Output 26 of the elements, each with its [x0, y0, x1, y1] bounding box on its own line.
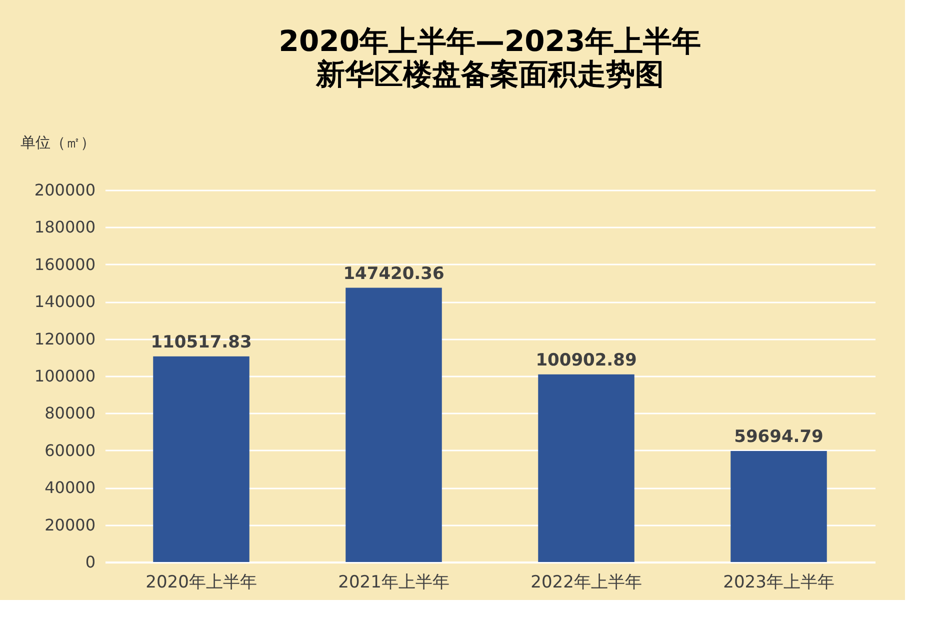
bar — [153, 356, 250, 562]
y-tick-label: 20000 — [44, 515, 96, 534]
y-tick-label: 200000 — [34, 180, 96, 200]
x-tick-label: 2021年上半年 — [338, 572, 450, 592]
data-label: 100902.89 — [536, 350, 637, 370]
y-axis-title: 单位（㎡） — [20, 134, 96, 152]
y-tick-label: 60000 — [44, 440, 96, 460]
x-tick-label: 2022年上半年 — [530, 572, 642, 592]
x-tick-label: 2023年上半年 — [723, 572, 834, 592]
bar — [538, 374, 634, 562]
data-label: 147420.36 — [343, 264, 444, 284]
y-tick-label: 180000 — [34, 218, 96, 237]
y-tick-label: 100000 — [34, 366, 96, 386]
x-tick-label: 2020年上半年 — [146, 572, 257, 592]
y-tick-label: 140000 — [34, 292, 96, 312]
chart-subtitle: 新华区楼盘备案面积走势图 — [315, 57, 664, 91]
data-label: 59694.79 — [734, 426, 824, 447]
y-tick-label: 0 — [85, 552, 96, 572]
chart-title: 2020年上半年—2023年上半年 — [278, 24, 702, 58]
y-tick-label: 40000 — [44, 478, 96, 498]
data-label: 110517.83 — [150, 332, 252, 352]
bar — [346, 288, 442, 562]
bar — [730, 450, 827, 562]
y-tick-label: 120000 — [34, 329, 96, 348]
y-tick-label: 80000 — [44, 404, 96, 423]
y-tick-label: 160000 — [34, 254, 96, 274]
